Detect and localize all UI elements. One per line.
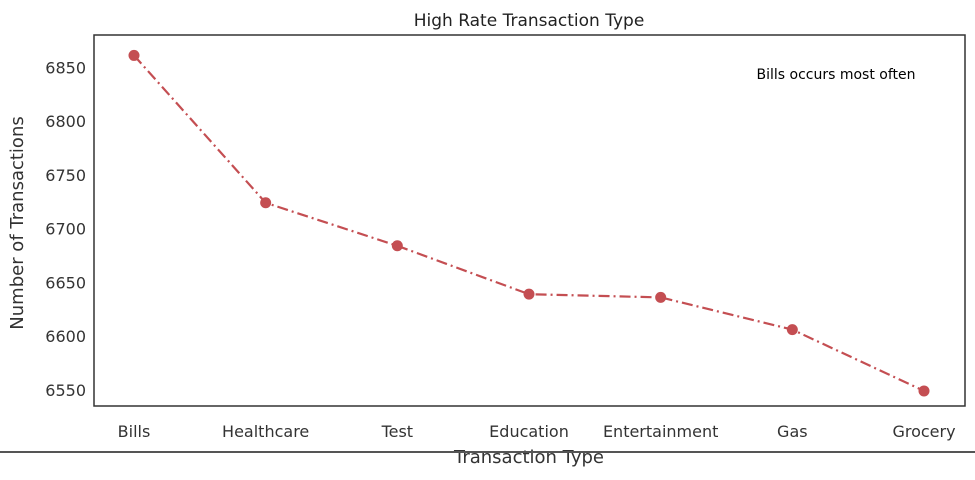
y-tick-label: 6650 bbox=[45, 273, 86, 292]
x-tick-label: Entertainment bbox=[603, 422, 718, 441]
data-point bbox=[128, 49, 140, 61]
x-tick-label: Gas bbox=[777, 422, 808, 441]
chart-title: High Rate Transaction Type bbox=[414, 11, 645, 31]
data-point bbox=[260, 197, 272, 209]
plot-area-frame bbox=[93, 34, 966, 407]
data-point bbox=[523, 288, 535, 300]
x-tick-label: Grocery bbox=[892, 422, 955, 441]
y-tick-label: 6800 bbox=[45, 112, 86, 131]
y-tick-label: 6600 bbox=[45, 327, 86, 346]
y-tick-label: 6700 bbox=[45, 220, 86, 239]
x-tick-label: Bills bbox=[118, 422, 151, 441]
x-tick-label: Test bbox=[381, 422, 414, 441]
data-point bbox=[391, 240, 403, 252]
data-point bbox=[655, 291, 667, 303]
divider bbox=[0, 451, 975, 453]
series-line bbox=[133, 54, 925, 392]
y-tick-label: 6550 bbox=[45, 381, 86, 400]
y-tick-label: 6850 bbox=[45, 58, 86, 77]
x-axis-ticks: Bills Healthcare Test Education Entertainmen… bbox=[118, 422, 956, 441]
x-tick-label: Education bbox=[489, 422, 569, 441]
x-tick-label: Healthcare bbox=[222, 422, 309, 441]
data-point bbox=[918, 385, 930, 397]
data-point bbox=[786, 324, 798, 336]
series-layer bbox=[128, 49, 930, 397]
y-axis-ticks: 6550 6600 6650 6700 6750 6800 6850 bbox=[45, 58, 86, 400]
y-axis-label: Number of Transactions bbox=[7, 116, 28, 329]
annotation-text: Bills occurs most often bbox=[756, 67, 915, 83]
y-tick-label: 6750 bbox=[45, 166, 86, 185]
